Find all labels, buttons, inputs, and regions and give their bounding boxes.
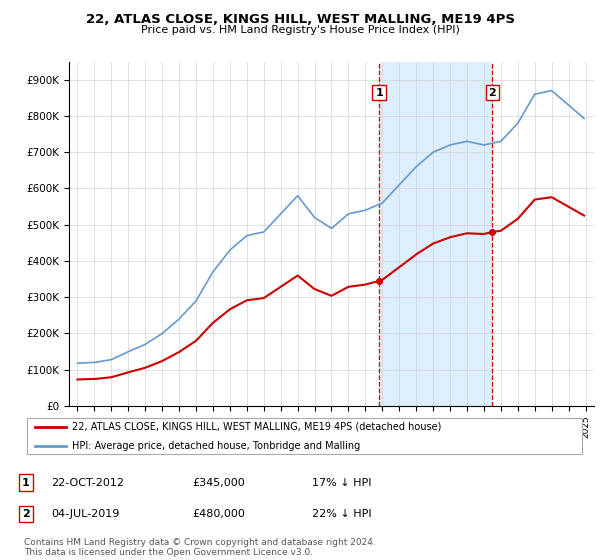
Text: Price paid vs. HM Land Registry's House Price Index (HPI): Price paid vs. HM Land Registry's House … xyxy=(140,25,460,35)
Text: HPI: Average price, detached house, Tonbridge and Malling: HPI: Average price, detached house, Tonb… xyxy=(71,441,360,450)
Text: 04-JUL-2019: 04-JUL-2019 xyxy=(51,509,119,519)
Text: 22, ATLAS CLOSE, KINGS HILL, WEST MALLING, ME19 4PS: 22, ATLAS CLOSE, KINGS HILL, WEST MALLIN… xyxy=(86,13,515,26)
Text: 17% ↓ HPI: 17% ↓ HPI xyxy=(312,478,371,488)
Text: 22% ↓ HPI: 22% ↓ HPI xyxy=(312,509,371,519)
Text: £480,000: £480,000 xyxy=(192,509,245,519)
Text: 22-OCT-2012: 22-OCT-2012 xyxy=(51,478,124,488)
Text: 1: 1 xyxy=(375,87,383,97)
Text: 1: 1 xyxy=(22,478,29,488)
Text: 2: 2 xyxy=(488,87,496,97)
FancyBboxPatch shape xyxy=(27,418,582,454)
Text: 2: 2 xyxy=(22,509,29,519)
Bar xyxy=(379,62,493,406)
Text: 22, ATLAS CLOSE, KINGS HILL, WEST MALLING, ME19 4PS (detached house): 22, ATLAS CLOSE, KINGS HILL, WEST MALLIN… xyxy=(71,422,441,432)
Text: £345,000: £345,000 xyxy=(192,478,245,488)
Text: Contains HM Land Registry data © Crown copyright and database right 2024.
This d: Contains HM Land Registry data © Crown c… xyxy=(24,538,376,557)
